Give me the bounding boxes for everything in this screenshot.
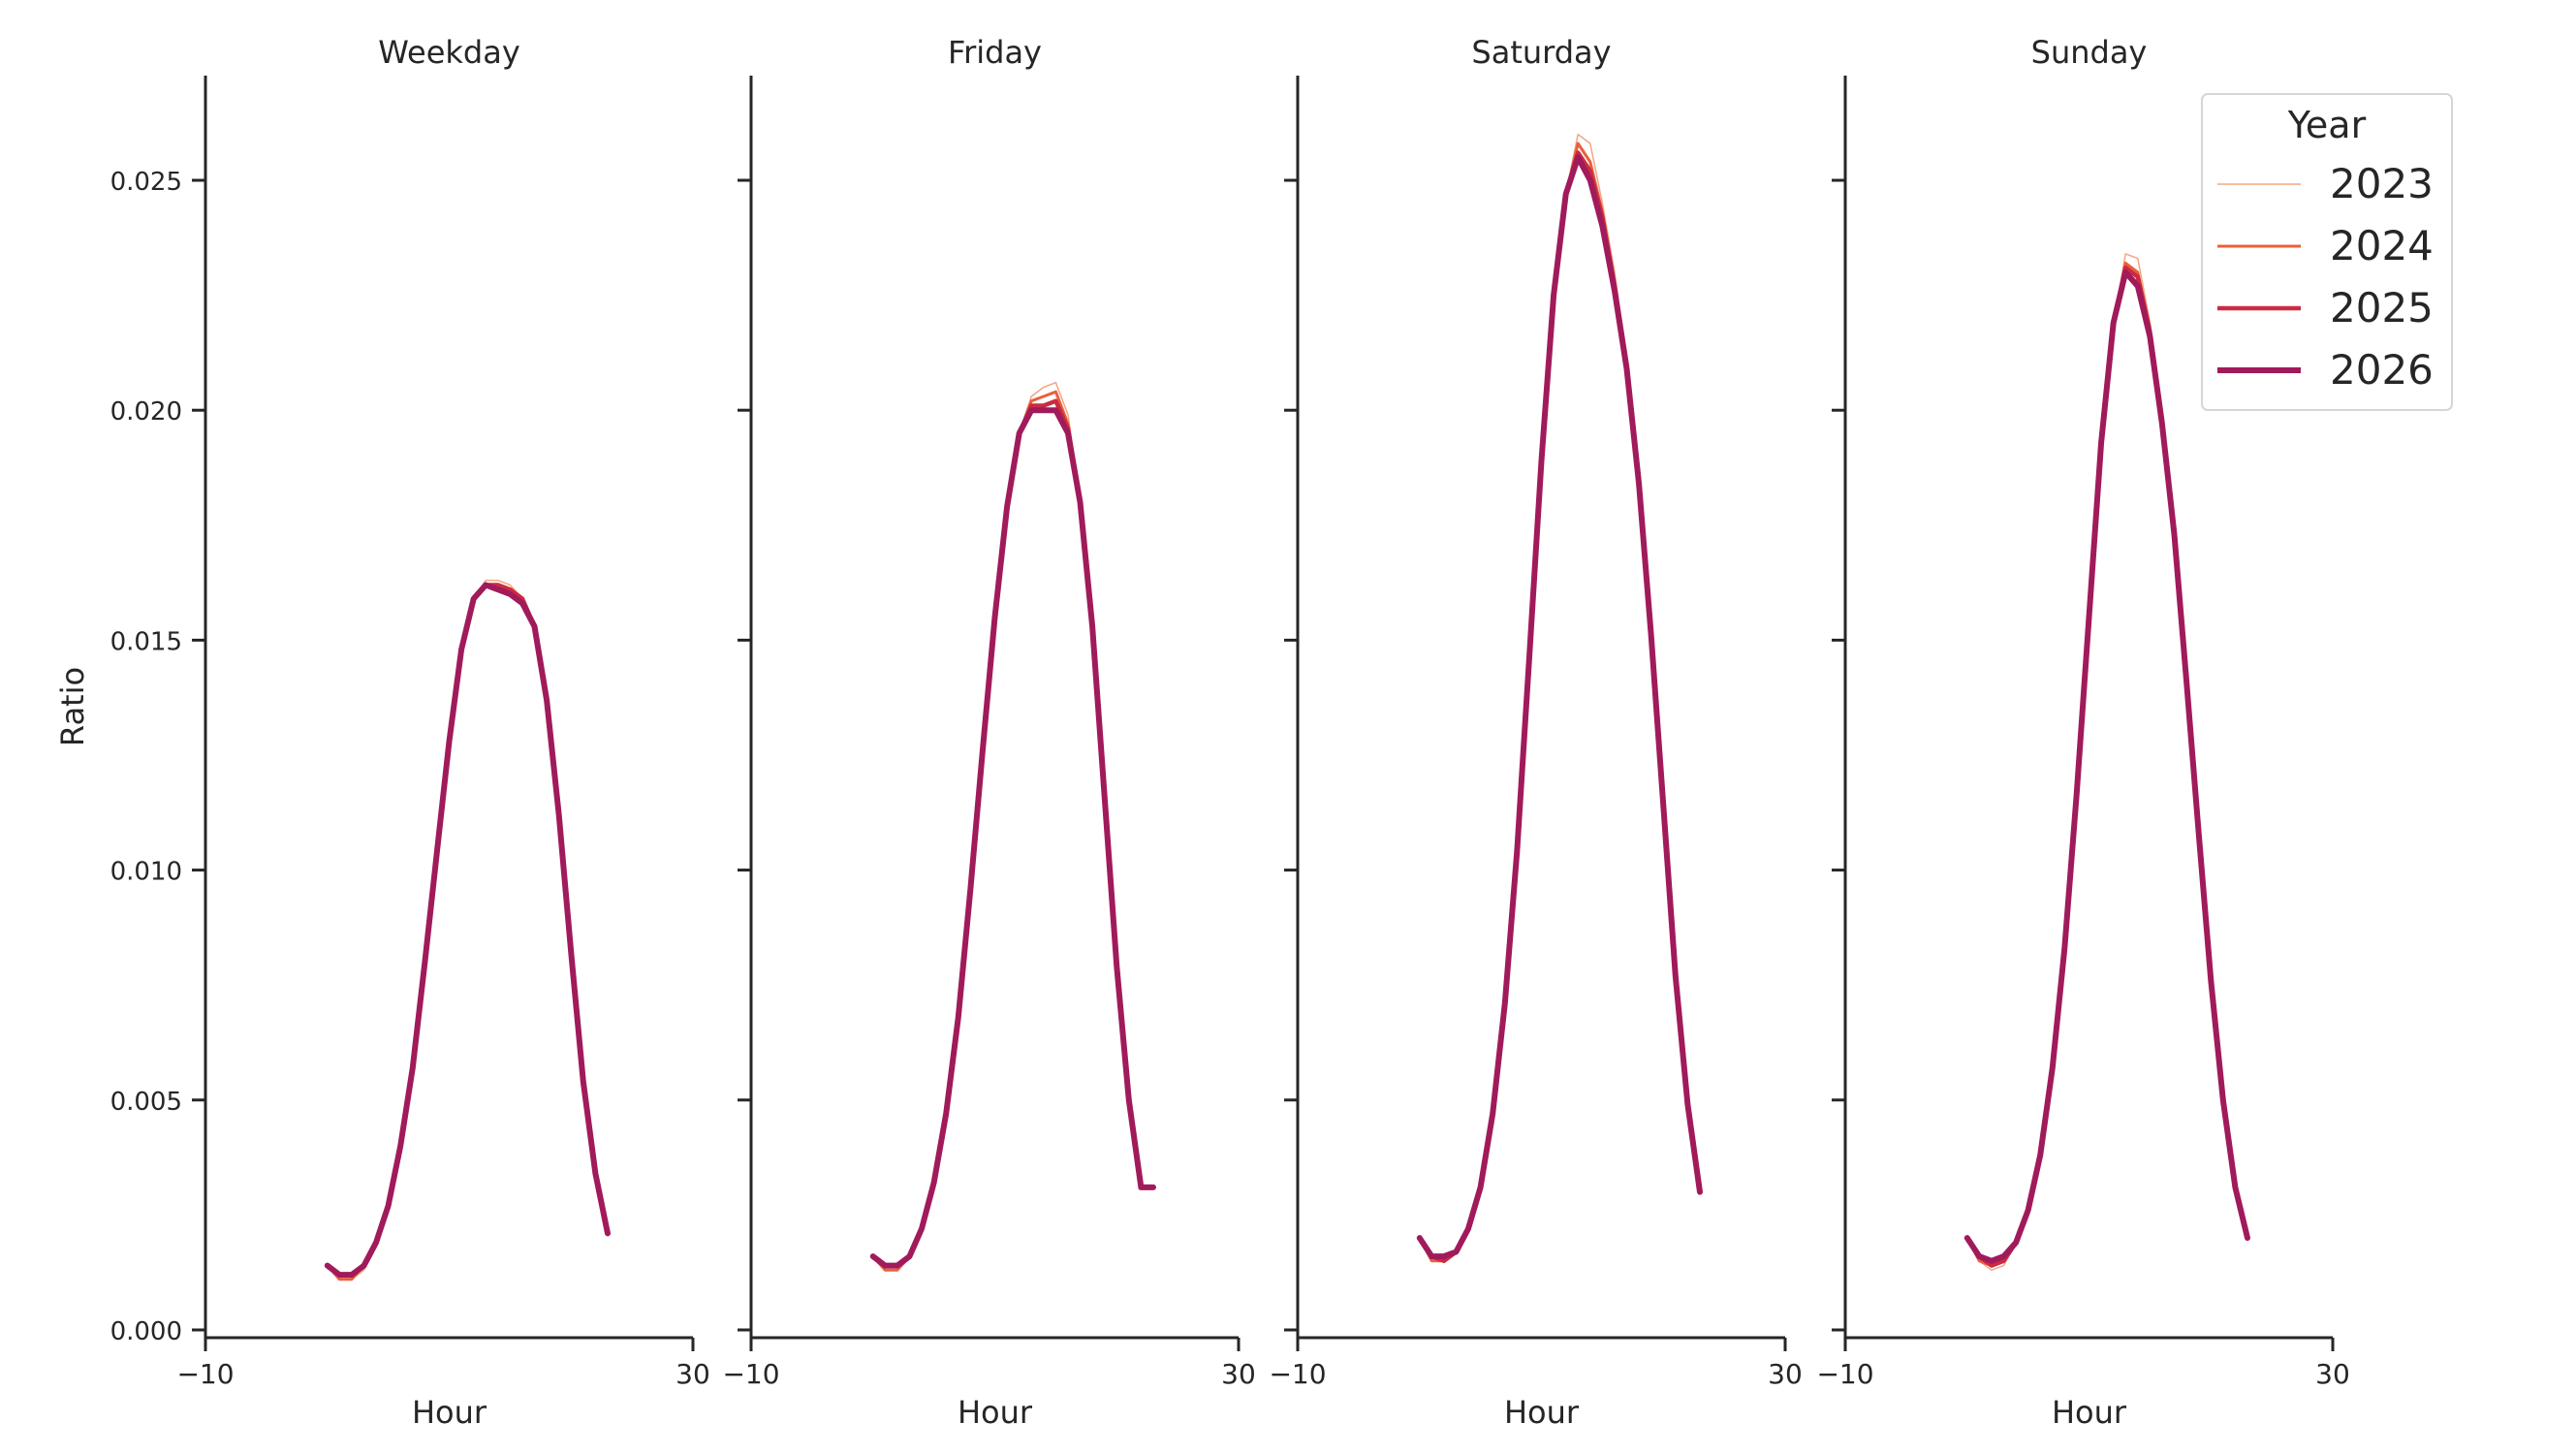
y-axis-label: Ratio <box>54 667 91 746</box>
panel-saturday: Saturday −10 30 Hour <box>1269 34 1802 1431</box>
x-axis-label: Hour <box>2052 1394 2127 1431</box>
series-line-2024 <box>871 390 1155 1272</box>
legend-title: Year <box>2287 104 2367 146</box>
x-tick-label: −10 <box>722 1358 779 1390</box>
legend-label: 2024 <box>2330 222 2434 269</box>
panel-title: Friday <box>948 34 1042 71</box>
panel-title: Weekday <box>378 34 520 71</box>
legend-label: 2026 <box>2330 346 2434 394</box>
series-line-2026 <box>869 407 1156 1269</box>
panel-weekday: Weekday 0.000 0.005 0.010 0.015 0.020 0.025 −10… <box>110 34 710 1431</box>
x-tick-label: −10 <box>1816 1358 1873 1390</box>
x-tick-label: 30 <box>675 1358 710 1390</box>
panel-friday: Friday −10 30 Hour <box>722 34 1255 1431</box>
y-tick-label: 0.025 <box>110 168 182 197</box>
x-axis-label: Hour <box>1504 1394 1580 1431</box>
legend: Year 2023 2024 2025 2026 <box>2201 93 2453 411</box>
y-tick-label: 0.015 <box>110 627 182 656</box>
legend-frame <box>2201 93 2453 411</box>
x-tick-label: −10 <box>176 1358 234 1390</box>
x-axis-label: Hour <box>958 1394 1033 1431</box>
legend-label: 2025 <box>2330 284 2434 332</box>
x-tick-label: 30 <box>2315 1358 2350 1390</box>
y-tick-label: 0.000 <box>110 1317 182 1346</box>
legend-label: 2023 <box>2330 160 2434 207</box>
series-line-2026 <box>1416 154 1703 1260</box>
y-tick-label: 0.010 <box>110 858 182 887</box>
series-line-2026 <box>1963 269 2250 1264</box>
series-line-2023 <box>327 579 609 1280</box>
series-line-2024 <box>326 584 610 1281</box>
panel-title: Saturday <box>1471 34 1611 71</box>
x-axis-label: Hour <box>412 1394 487 1431</box>
series-line-2024 <box>1965 261 2249 1268</box>
panel-sunday: Sunday −10 30 Hour <box>1816 34 2349 1431</box>
series-line-2025 <box>325 583 611 1278</box>
x-tick-label: 30 <box>1221 1358 1256 1390</box>
y-tick-label: 0.005 <box>110 1088 182 1117</box>
y-tick-label: 0.020 <box>110 397 182 427</box>
series-line-2026 <box>324 582 611 1279</box>
series-line-2025 <box>1964 265 2250 1268</box>
series-line-2023 <box>872 381 1154 1272</box>
x-tick-label: 30 <box>1768 1358 1803 1390</box>
series-line-2025 <box>870 398 1156 1268</box>
panel-title: Sunday <box>2031 34 2148 71</box>
x-tick-label: −10 <box>1269 1358 1326 1390</box>
